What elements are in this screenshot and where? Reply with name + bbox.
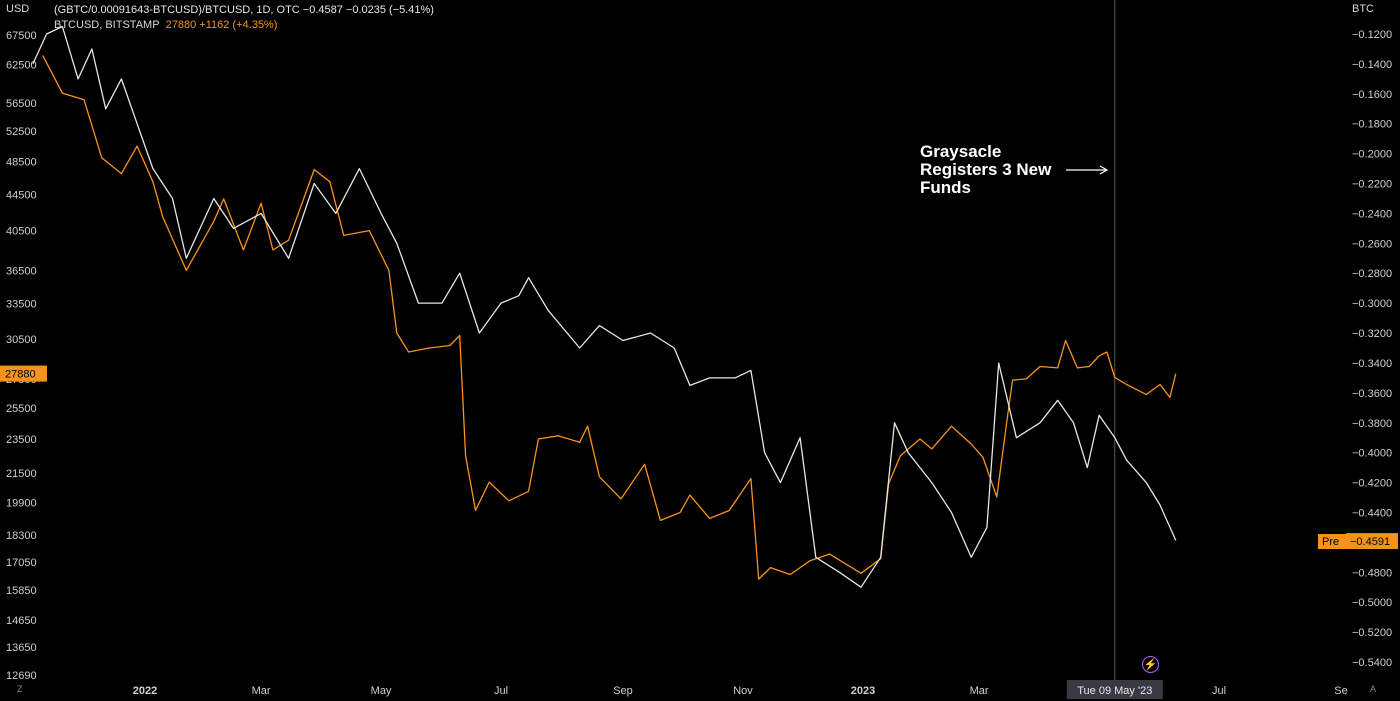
left-tick-label: 36500 — [6, 265, 37, 277]
last-price-label: 27880 — [5, 369, 36, 381]
right-tick-label: −0.5400 — [1352, 657, 1392, 669]
x-tick-label: Sep — [613, 685, 633, 697]
left-tick-label: 21500 — [6, 468, 37, 480]
pre-value-label: −0.4591 — [1350, 536, 1390, 548]
right-tick-label: −0.2600 — [1352, 238, 1392, 250]
x-tick-label: May — [371, 685, 392, 697]
left-tick-label: 14650 — [6, 615, 37, 627]
right-tick-label: −0.4400 — [1352, 507, 1392, 519]
right-tick-label: −0.1200 — [1352, 29, 1392, 41]
btcusd-legend-symbol: BTCUSD, BITSTAMP — [54, 19, 160, 31]
x-tick-label: Se — [1334, 685, 1347, 697]
last-price-badge — [0, 365, 47, 382]
left-tick-label: 40500 — [6, 226, 37, 238]
crosshair-date-label: Tue 09 May '23 — [1077, 685, 1152, 697]
annotation-arrow-head — [1099, 165, 1109, 175]
right-tick-label: −0.2000 — [1352, 149, 1392, 161]
x-tick-label: Mar — [970, 685, 989, 697]
left-tick-label: 33500 — [6, 298, 37, 310]
pre-value-badge — [1318, 534, 1398, 550]
right-tick-label: −0.2800 — [1352, 268, 1392, 280]
btcusd-legend-values: 27880 +1162 (+4.35%) — [165, 19, 278, 31]
right-tick-label: −0.5200 — [1352, 627, 1392, 639]
right-tick-label: −0.4000 — [1352, 448, 1392, 460]
right-tick-label: −0.3600 — [1352, 388, 1392, 400]
left-tick-label: 18300 — [6, 530, 37, 542]
right-tick-label: −0.2400 — [1352, 208, 1392, 220]
btcusd-series-line — [42, 55, 1177, 580]
right-tick-label: −0.3800 — [1352, 418, 1392, 430]
right-tick-label: −0.1800 — [1352, 119, 1392, 131]
left-tick-label: 13650 — [6, 642, 37, 654]
right-tick-label: −0.1600 — [1352, 89, 1392, 101]
right-tick-label: −0.4200 — [1352, 478, 1392, 490]
left-tick-label: 56500 — [6, 98, 37, 110]
left-tick-label: 48500 — [6, 157, 37, 169]
x-tick-label: Mar — [252, 685, 271, 697]
left-tick-label: 52500 — [6, 126, 37, 138]
right-tick-label: −0.3400 — [1352, 358, 1392, 370]
x-tick-label: 2023 — [851, 685, 875, 697]
left-tick-label: 19900 — [6, 498, 37, 510]
left-tick-label: 67500 — [6, 30, 37, 42]
left-tick-label: 15850 — [6, 585, 37, 597]
right-tick-label: −0.5000 — [1352, 597, 1392, 609]
right-tick-label: −0.1400 — [1352, 59, 1392, 71]
right-tick-label: −0.4800 — [1352, 567, 1392, 579]
x-tick-label: Nov — [733, 685, 753, 697]
right-tick-label: −0.2200 — [1352, 179, 1392, 191]
left-tick-label: 25500 — [6, 403, 37, 415]
left-tick-label: 23500 — [6, 434, 37, 446]
btcusd-legend: BTCUSD, BITSTAMP 27880 +1162 (+4.35%) — [54, 19, 277, 31]
x-tick-label: 2022 — [133, 685, 157, 697]
event-annotation: Graysacle Registers 3 New Funds — [920, 142, 1052, 197]
right-tick-label: −0.3000 — [1352, 298, 1392, 310]
left-tick-label: 44500 — [6, 190, 37, 202]
zoom-toggle[interactable]: Z — [17, 684, 23, 694]
gbtc-discount-series-line — [32, 25, 1177, 588]
pre-label: Pre — [1322, 536, 1339, 548]
left-tick-label: 30500 — [6, 334, 37, 346]
gbtc-discount-legend: (GBTC/0.00091643-BTCUSD)/BTCUSD, 1D, OTC… — [54, 4, 434, 16]
right-axis-unit: BTC — [1352, 3, 1374, 15]
x-tick-label: Jul — [1212, 685, 1226, 697]
crosshair-date-badge — [1066, 680, 1163, 699]
left-tick-label: 12690 — [6, 670, 37, 682]
x-tick-label: Jul — [494, 685, 508, 697]
left-axis-unit: USD — [6, 3, 30, 15]
right-tick-label: −0.3200 — [1352, 328, 1392, 340]
auto-scale-toggle[interactable]: A — [1370, 684, 1377, 694]
left-tick-label: 62500 — [6, 59, 37, 71]
left-tick-label: 17050 — [6, 557, 37, 569]
lightning-icon[interactable]: ⚡ — [1142, 656, 1159, 673]
